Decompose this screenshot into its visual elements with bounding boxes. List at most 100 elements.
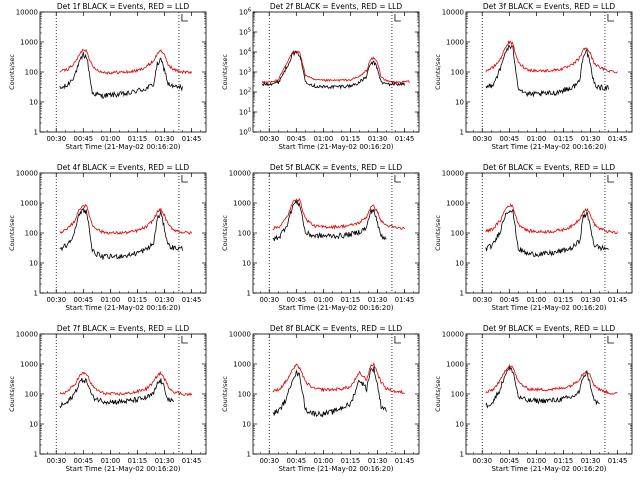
y-tick-label: 1000 xyxy=(446,200,464,208)
x-tick-label: 01:45 xyxy=(608,457,628,465)
y-axis-label: Counts/sec xyxy=(434,215,442,251)
y-tick-label: 10 xyxy=(242,421,251,429)
chart-title: Det 9f BLACK = Events, RED = LLD xyxy=(483,324,616,333)
series-line-events xyxy=(485,45,609,97)
corner-mark xyxy=(394,175,401,183)
chart-panel-1: Det 1f BLACK = Events, RED = LLD 1 10 100 10… xyxy=(8,2,207,151)
y-tick-label: 103 xyxy=(239,68,251,77)
series-line-events xyxy=(59,377,174,409)
x-axis-label: Start Time (21-May-02 00:16:20) xyxy=(491,304,606,312)
chart-title: Det 3f BLACK = Events, RED = LLD xyxy=(483,2,616,11)
y-axis-label: Counts/sec xyxy=(434,376,442,412)
x-tick-label: 01:45 xyxy=(182,457,202,465)
x-tick-label: 00:45 xyxy=(74,457,94,465)
x-tick-label: 01:15 xyxy=(128,296,148,304)
x-tick-label: 01:15 xyxy=(128,135,148,143)
y-tick-label: 1000 xyxy=(446,39,464,47)
corner-mark xyxy=(394,14,401,22)
x-axis-label: Start Time (21-May-02 00:16:20) xyxy=(491,465,606,473)
y-tick-label: 10 xyxy=(455,260,464,268)
x-axis-label: Start Time (21-May-02 00:16:20) xyxy=(65,465,180,473)
y-axis-label: Counts/sec xyxy=(8,215,16,251)
chart-panel-4: Det 4f BLACK = Events, RED = LLD 1 10 100 10… xyxy=(8,163,207,312)
x-axis-label: Start Time (21-May-02 00:16:20) xyxy=(65,143,180,151)
y-tick-label: 1 xyxy=(460,129,464,137)
y-tick-label: 10000 xyxy=(16,170,38,178)
y-tick-label: 10000 xyxy=(16,9,38,17)
series-line-lld xyxy=(59,204,192,235)
series-line-events xyxy=(59,207,183,260)
chart-panel-8: Det 8f BLACK = Events, RED = LLD 1 10 100 10… xyxy=(221,324,420,473)
chart-panel-3: Det 3f BLACK = Events, RED = LLD 1 10 100 10… xyxy=(434,2,633,151)
x-tick-label: 01:00 xyxy=(527,135,547,143)
y-tick-label: 100 xyxy=(25,69,38,77)
x-axis-label: Start Time (21-May-02 00:16:20) xyxy=(278,465,393,473)
y-tick-label: 10000 xyxy=(442,170,464,178)
chart-panel-6: Det 6f BLACK = Events, RED = LLD 1 10 100 10… xyxy=(434,163,633,312)
y-tick-label: 10 xyxy=(29,99,38,107)
chart-title: Det 8f BLACK = Events, RED = LLD xyxy=(270,324,403,333)
y-tick-label: 10000 xyxy=(229,331,251,339)
x-tick-label: 00:45 xyxy=(74,296,94,304)
x-tick-label: 00:45 xyxy=(500,457,520,465)
y-tick-label: 1000 xyxy=(233,361,251,369)
x-tick-label: 00:30 xyxy=(472,296,492,304)
y-axis-label: Counts/sec xyxy=(221,54,229,90)
series-line-lld xyxy=(485,363,618,395)
y-tick-label: 10 xyxy=(29,260,38,268)
y-tick-label: 10 xyxy=(29,421,38,429)
y-tick-label: 100 xyxy=(451,230,464,238)
x-tick-label: 01:45 xyxy=(395,457,415,465)
x-tick-label: 01:30 xyxy=(368,296,388,304)
series-line-lld xyxy=(59,370,192,397)
x-tick-label: 01:30 xyxy=(581,457,601,465)
x-tick-label: 01:15 xyxy=(554,135,574,143)
chart-title: Det 1f BLACK = Events, RED = LLD xyxy=(57,2,190,11)
y-axis-label: Counts/sec xyxy=(8,376,16,412)
x-tick-label: 00:30 xyxy=(46,457,66,465)
corner-mark xyxy=(181,336,188,344)
x-axis-label: Start Time (21-May-02 00:16:20) xyxy=(491,143,606,151)
chart-title: Det 5f BLACK = Events, RED = LLD xyxy=(270,163,403,172)
x-tick-label: 01:30 xyxy=(368,135,388,143)
x-tick-label: 01:00 xyxy=(314,296,334,304)
x-tick-label: 01:45 xyxy=(608,135,628,143)
corner-mark xyxy=(181,14,188,22)
x-tick-label: 01:30 xyxy=(155,457,175,465)
y-tick-label: 1000 xyxy=(446,361,464,369)
x-tick-label: 00:30 xyxy=(472,457,492,465)
chart-panel-7: Det 7f BLACK = Events, RED = LLD 1 10 100 10… xyxy=(8,324,207,473)
y-tick-label: 1 xyxy=(247,290,251,298)
x-tick-label: 01:00 xyxy=(101,457,121,465)
x-axis-label: Start Time (21-May-02 00:16:20) xyxy=(278,143,393,151)
y-tick-label: 100 xyxy=(25,230,38,238)
x-tick-label: 01:30 xyxy=(368,457,388,465)
chart-panel-2: Det 2f BLACK = Events, RED = LLD 100 101 10… xyxy=(221,2,420,151)
y-tick-label: 100 xyxy=(451,69,464,77)
corner-mark xyxy=(607,14,614,22)
corner-mark xyxy=(607,175,614,183)
y-axis-label: Counts/sec xyxy=(221,215,229,251)
x-tick-label: 01:30 xyxy=(155,135,175,143)
y-tick-label: 101 xyxy=(239,108,251,117)
x-tick-label: 01:00 xyxy=(527,457,547,465)
y-tick-label: 105 xyxy=(239,28,251,37)
plot-frame xyxy=(252,11,420,133)
series-line-events xyxy=(272,366,387,418)
series-line-lld xyxy=(272,361,405,395)
x-tick-label: 01:00 xyxy=(101,296,121,304)
y-axis-label: Counts/sec xyxy=(434,54,442,90)
y-axis-label: Counts/sec xyxy=(8,54,16,90)
y-tick-label: 1 xyxy=(34,129,38,137)
chart-panel-5: Det 5f BLACK = Events, RED = LLD 1 10 100 10… xyxy=(221,163,420,312)
y-tick-label: 1 xyxy=(460,451,464,459)
x-tick-label: 01:45 xyxy=(395,296,415,304)
y-tick-label: 100 xyxy=(25,391,38,399)
x-tick-label: 01:45 xyxy=(608,296,628,304)
series-line-lld xyxy=(485,203,618,234)
x-axis-label: Start Time (21-May-02 00:16:20) xyxy=(65,304,180,312)
x-tick-label: 00:45 xyxy=(287,135,307,143)
chart-panel-9: Det 9f BLACK = Events, RED = LLD 1 10 100 10… xyxy=(434,324,633,473)
y-tick-label: 10 xyxy=(242,260,251,268)
